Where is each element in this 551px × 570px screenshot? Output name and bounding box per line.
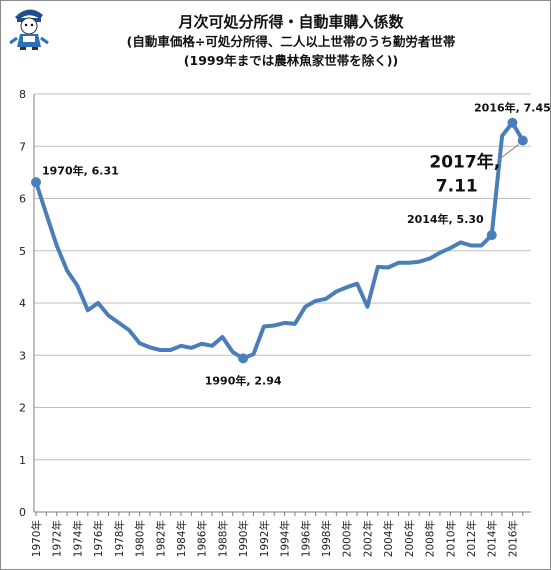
annotation-2014: 2014年, 5.30 bbox=[407, 212, 484, 226]
leader-line-2017 bbox=[498, 144, 520, 160]
x-tick-label: 2006年 bbox=[403, 520, 416, 557]
mascot-logo bbox=[9, 9, 49, 50]
y-tick-label: 7 bbox=[19, 140, 26, 153]
point-2017 bbox=[517, 135, 528, 146]
x-tick-label: 1998年 bbox=[320, 520, 333, 557]
x-tick-label: 2004年 bbox=[382, 520, 395, 557]
y-tick-label: 8 bbox=[19, 88, 26, 101]
x-tick-label: 1996年 bbox=[299, 520, 312, 557]
x-tick-label: 1978年 bbox=[113, 520, 126, 557]
highlight-markers bbox=[31, 117, 528, 364]
y-tick-label: 2 bbox=[19, 402, 26, 415]
annotation-2016: 2016年, 7.45 bbox=[474, 101, 550, 115]
point-1970 bbox=[31, 177, 41, 188]
x-tick-label: 1970年 bbox=[30, 520, 43, 557]
chart-title: 月次可処分所得・自動車購入係数 bbox=[178, 13, 404, 31]
chart-subtitle-2: (1999年までは農林魚家世帯を除く)) bbox=[183, 53, 399, 68]
y-tick-label: 3 bbox=[19, 349, 26, 362]
chart-title-block: 月次可処分所得・自動車購入係数 (自動車価格÷可処分所得、二人以上世帯のうち勤労… bbox=[41, 11, 541, 70]
x-tick-label: 1986年 bbox=[196, 520, 209, 557]
point-2014 bbox=[486, 230, 497, 241]
x-tick-label: 2016年 bbox=[506, 520, 519, 557]
annotation-2017-line2: 7.11 bbox=[436, 177, 478, 197]
y-tick-label: 0 bbox=[19, 506, 26, 519]
y-tick-label: 1 bbox=[19, 454, 26, 467]
x-tick-label: 1994年 bbox=[279, 520, 292, 557]
x-tick-label: 1974年 bbox=[71, 520, 84, 557]
annotation-1990: 1990年, 2.94 bbox=[205, 373, 282, 387]
x-tick-label: 2000年 bbox=[341, 520, 354, 557]
x-tick-label: 1972年 bbox=[51, 520, 64, 557]
annotation-1970: 1970年, 6.31 bbox=[42, 163, 119, 177]
x-tick-label: 2002年 bbox=[361, 520, 374, 557]
y-tick-label: 5 bbox=[19, 245, 26, 258]
x-axis-ticks: 1970年 1972年 1974年 1976年 1978年 1980年 1982年 1984年… bbox=[30, 512, 524, 557]
x-tick-label: 1984年 bbox=[175, 520, 188, 557]
annotation-2017-line1: 2017年, bbox=[429, 152, 500, 173]
point-2016 bbox=[507, 117, 518, 128]
x-tick-label: 2012年 bbox=[465, 520, 478, 557]
y-tick-label: 4 bbox=[19, 297, 26, 310]
x-tick-label: 1982年 bbox=[154, 520, 167, 557]
annotation-labels: 1970年, 6.31 1990年, 2.94 2014年, 5.30 2016年, … bbox=[42, 101, 550, 388]
x-tick-label: 1980年 bbox=[134, 520, 147, 557]
x-tick-label: 1988年 bbox=[216, 520, 229, 557]
x-tick-label: 1990年 bbox=[237, 520, 250, 557]
chart-subtitle-1: (自動車価格÷可処分所得、二人以上世帯のうち勤労者世帯 bbox=[126, 34, 456, 49]
x-tick-label: 2010年 bbox=[444, 520, 457, 557]
gridlines bbox=[33, 93, 531, 513]
x-tick-label: 1992年 bbox=[258, 520, 271, 557]
series-line bbox=[34, 120, 525, 361]
x-tick-label: 2014年 bbox=[486, 520, 499, 557]
x-tick-label: 1976年 bbox=[92, 520, 105, 557]
point-1990 bbox=[238, 353, 249, 364]
x-tick-label: 2008年 bbox=[424, 520, 437, 557]
y-tick-label: 6 bbox=[19, 193, 26, 206]
annotation-leaders bbox=[498, 144, 520, 160]
y-axis-ticks: 0 1 2 3 4 5 6 7 8 bbox=[19, 88, 26, 519]
